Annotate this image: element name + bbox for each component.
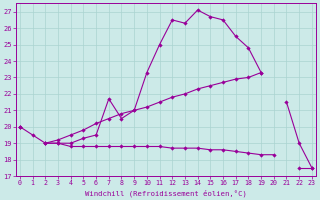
X-axis label: Windchill (Refroidissement éolien,°C): Windchill (Refroidissement éolien,°C) [85,189,247,197]
